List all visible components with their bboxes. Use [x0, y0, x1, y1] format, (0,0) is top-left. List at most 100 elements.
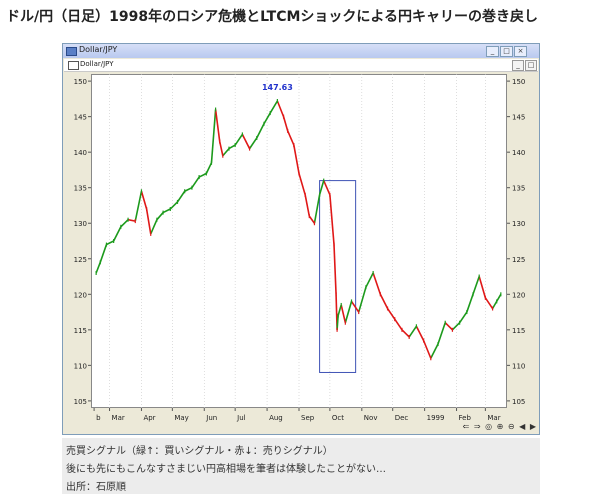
- price-segment-9: [145, 208, 152, 235]
- price-segment-67: [491, 301, 498, 309]
- y-tick-label-left-5: 130: [74, 220, 87, 228]
- price-segment-35: [304, 194, 311, 217]
- price-segment-66: [484, 297, 494, 309]
- x-tick-label-4: Jun: [205, 414, 217, 422]
- price-segment-2: [99, 244, 108, 263]
- price-segment-31: [282, 116, 289, 132]
- price-segment-49: [365, 272, 374, 288]
- subwindow-title: Dollar/JPY: [80, 60, 114, 68]
- price-segment-51: [379, 293, 389, 309]
- price-segment-32: [286, 130, 295, 146]
- x-tick-label-13: Mar: [487, 414, 500, 422]
- highlight-box: [319, 180, 357, 373]
- price-segment-55: [408, 325, 418, 338]
- y-tick-label-right-0: 105: [512, 398, 525, 406]
- y-tick-label-left-8: 145: [74, 114, 87, 122]
- price-segment-18: [205, 162, 213, 174]
- x-tick-label-8: Oct: [332, 414, 344, 422]
- price-segment-36: [308, 215, 316, 224]
- price-segment-12: [162, 208, 171, 214]
- price-segment-30: [276, 100, 285, 117]
- price-segment-22: [222, 148, 230, 157]
- price-segment-14: [176, 190, 186, 203]
- price-segment-46: [344, 301, 353, 323]
- scroll-controls-icon[interactable]: ⇐ ⇒ ◎ ⊕ ⊖ ◀ ▶: [462, 422, 537, 431]
- chart-subwindow-titlebar[interactable]: Dollar/JPY _ □: [64, 59, 538, 72]
- price-segment-28: [263, 112, 271, 125]
- price-segment-61: [451, 322, 461, 331]
- window-app-icon: [66, 47, 77, 56]
- price-segment-37: [313, 194, 321, 224]
- price-segment-1: [95, 262, 102, 274]
- y-tick-label-left-6: 135: [74, 185, 87, 193]
- x-tick-label-3: May: [174, 414, 188, 422]
- y-tick-label-left-2: 115: [74, 327, 87, 335]
- x-tick-label-6: Aug: [269, 414, 283, 422]
- y-tick-label-right-3: 120: [512, 291, 525, 299]
- subwindow-minimize-icon[interactable]: _: [512, 60, 524, 71]
- y-tick-label-right-1: 110: [512, 362, 525, 370]
- price-segment-5: [120, 219, 129, 228]
- price-segment-17: [198, 172, 207, 178]
- price-segment-57: [422, 340, 432, 359]
- price-segment-24: [234, 133, 244, 146]
- price-segment-53: [394, 318, 403, 331]
- price-segment-62: [458, 311, 468, 324]
- price-segment-47: [350, 300, 360, 313]
- x-tick-label-0: b: [96, 414, 101, 422]
- price-segment-59: [437, 322, 446, 345]
- plot-area: [91, 74, 507, 408]
- y-tick-label-left-7: 140: [74, 149, 87, 157]
- caption-source: 出所：石原順: [66, 482, 126, 493]
- price-segment-16: [191, 176, 200, 189]
- peak-annotation-0: 147.63: [262, 83, 293, 92]
- price-segment-29: [269, 100, 279, 114]
- price-segment-64: [472, 276, 480, 295]
- price-segment-39: [322, 180, 331, 196]
- caption-signal-legend: 売買シグナル（緑↑：買いシグナル・赤↓：売りシグナル）: [66, 446, 333, 457]
- y-tick-label-right-9: 150: [512, 78, 525, 86]
- price-segment-4: [112, 226, 122, 242]
- price-segment-63: [466, 294, 474, 313]
- price-segment-43: [336, 315, 339, 330]
- window-titlebar[interactable]: Dollar/JPY _ □ ×: [63, 44, 539, 58]
- x-tick-label-10: Dec: [395, 414, 409, 422]
- price-segment-48: [357, 286, 367, 313]
- x-tick-label-11: 1999: [427, 414, 445, 422]
- price-segment-26: [248, 137, 258, 150]
- x-tick-label-7: Sep: [301, 414, 315, 422]
- y-tick-label-left-0: 105: [74, 398, 87, 406]
- price-segment-40: [329, 194, 335, 245]
- price-segment-10: [149, 219, 158, 235]
- maximize-icon[interactable]: □: [500, 46, 513, 57]
- price-segment-34: [298, 173, 306, 196]
- subwindow-maximize-icon[interactable]: □: [525, 60, 537, 71]
- price-segment-21: [218, 141, 224, 156]
- y-tick-label-right-2: 115: [512, 327, 525, 335]
- x-tick-label-5: Jul: [236, 414, 246, 422]
- price-segment-20: [214, 109, 221, 142]
- x-tick-label-2: Apr: [143, 414, 155, 422]
- price-segment-27: [256, 123, 265, 139]
- price-segment-19: [210, 109, 217, 163]
- close-icon[interactable]: ×: [514, 46, 527, 57]
- window-title: Dollar/JPY: [79, 45, 118, 54]
- chart-svg: 105 105 110 110 115 115 120 120 125 125 130 130 135 1…: [74, 74, 525, 422]
- caption-box: 売買シグナル（緑↑：買いシグナル・赤↓：売りシグナル） 後にも先にもこんなすさま…: [62, 438, 540, 494]
- price-segment-3: [106, 240, 115, 246]
- y-tick-label-left-9: 150: [74, 78, 87, 86]
- price-segment-13: [169, 201, 179, 210]
- page-title: ドル/円（日足）1998年のロシア危機とLTCMショックによる円キャリーの巻き戻…: [6, 9, 539, 25]
- price-segment-7: [134, 191, 143, 222]
- price-segment-56: [415, 325, 425, 341]
- y-tick-label-right-5: 130: [512, 220, 525, 228]
- y-tick-label-right-8: 145: [512, 114, 525, 122]
- x-tick-label-9: Nov: [364, 414, 378, 422]
- price-segment-38: [318, 180, 325, 196]
- price-segment-41: [333, 244, 337, 295]
- y-tick-label-left-3: 120: [74, 291, 87, 299]
- chart-scroll-strip[interactable]: ⇐ ⇒ ◎ ⊕ ⊖ ◀ ▶: [91, 422, 539, 434]
- minimize-icon[interactable]: _: [486, 46, 499, 57]
- y-tick-label-right-7: 140: [512, 149, 525, 157]
- price-segment-60: [444, 322, 453, 331]
